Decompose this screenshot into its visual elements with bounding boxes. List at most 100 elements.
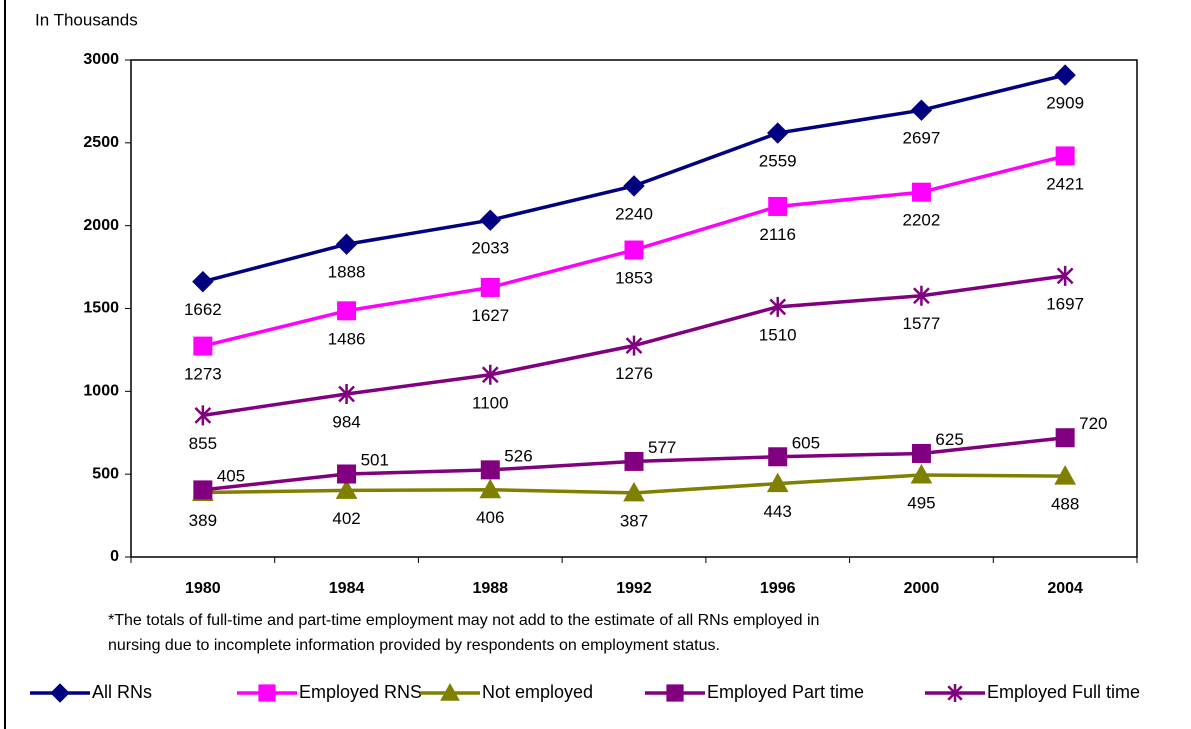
marker <box>440 682 460 701</box>
y-axis-label: In Thousands <box>35 10 138 29</box>
marker <box>338 383 355 404</box>
y-tick-label: 1000 <box>83 383 119 400</box>
legend-label: All RNs <box>92 682 152 702</box>
marker <box>258 684 276 702</box>
marker <box>911 182 931 202</box>
data-label: 1100 <box>472 393 509 412</box>
marker <box>913 285 930 306</box>
marker <box>480 277 500 297</box>
legend-item: Employed Full time <box>925 682 1140 702</box>
data-label: 406 <box>476 508 504 527</box>
x-tick-label: 1996 <box>760 580 796 597</box>
data-label: 2202 <box>903 211 941 230</box>
marker <box>768 447 788 467</box>
data-label: 501 <box>361 450 389 469</box>
data-label: 1662 <box>184 300 222 319</box>
data-label: 2697 <box>903 129 941 148</box>
data-label: 488 <box>1051 495 1079 514</box>
data-label: 389 <box>189 511 217 530</box>
marker <box>193 480 213 500</box>
marker <box>624 451 644 471</box>
marker <box>337 464 357 484</box>
marker <box>1056 265 1074 286</box>
marker <box>910 99 933 121</box>
legend-label: Not employed <box>482 682 593 702</box>
legend-item: All RNs <box>30 682 152 703</box>
data-label: 402 <box>332 509 360 528</box>
data-label: 720 <box>1079 414 1107 433</box>
data-label: 1853 <box>615 269 653 288</box>
marker <box>767 122 789 144</box>
legend-label: Employed Full time <box>987 682 1140 702</box>
legend-item: Not employed <box>420 682 593 702</box>
marker <box>194 405 212 426</box>
data-label: 1888 <box>328 263 366 282</box>
data-label: 387 <box>620 511 648 530</box>
marker <box>624 240 644 260</box>
marker <box>335 233 358 255</box>
y-tick-label: 1500 <box>83 300 119 317</box>
y-tick-label: 0 <box>110 548 119 565</box>
x-tick-label: 2000 <box>904 580 940 597</box>
data-label: 1486 <box>328 329 366 348</box>
marker <box>768 196 788 216</box>
x-tick-label: 1980 <box>185 580 221 597</box>
x-tick-label: 1984 <box>329 580 365 597</box>
data-label: 495 <box>907 493 935 512</box>
data-label: 2116 <box>759 225 796 244</box>
data-label: 1577 <box>903 314 941 333</box>
marker <box>479 209 501 231</box>
footnote: nursing due to incomplete information pr… <box>108 637 720 654</box>
marker <box>911 443 931 463</box>
marker <box>766 472 789 493</box>
marker <box>666 684 684 702</box>
data-label: 2240 <box>615 204 653 223</box>
marker <box>623 175 645 197</box>
marker <box>769 296 787 317</box>
marker <box>1055 146 1075 166</box>
marker <box>910 463 933 484</box>
marker <box>1054 465 1076 485</box>
marker <box>481 364 499 385</box>
series: 855 984 1100 1276 1510 1577 1697 <box>189 265 1084 453</box>
series: 1273 1486 1627 1853 2116 2202 2421 <box>184 146 1084 384</box>
legend-item: Employed RNS <box>237 682 422 702</box>
marker <box>480 460 500 480</box>
data-label: 1273 <box>184 365 222 384</box>
legend-label: Employed RNS <box>299 682 422 702</box>
data-label: 1276 <box>615 364 653 383</box>
data-label: 405 <box>217 466 245 485</box>
x-tick-label: 1992 <box>616 580 652 597</box>
marker <box>335 479 358 499</box>
data-label: 2909 <box>1046 94 1084 113</box>
y-tick-label: 3000 <box>83 51 119 68</box>
data-label: 984 <box>332 412 360 431</box>
marker <box>192 270 214 293</box>
y-tick-label: 2000 <box>83 217 119 234</box>
marker <box>1054 64 1076 86</box>
legend-item: Employed Part time <box>645 682 864 702</box>
data-label: 1697 <box>1046 294 1084 313</box>
data-label: 1510 <box>759 325 797 344</box>
marker <box>50 683 70 703</box>
marker <box>947 684 963 702</box>
data-label: 2421 <box>1046 174 1084 193</box>
data-label: 526 <box>504 446 532 465</box>
y-tick-label: 500 <box>92 465 119 482</box>
data-label: 605 <box>792 433 820 452</box>
y-tick-label: 2500 <box>83 134 119 151</box>
data-label: 1627 <box>471 306 509 325</box>
data-label: 855 <box>189 434 217 453</box>
series: 405 501 526 577 605 625 720 <box>193 414 1108 500</box>
series: 389 402 406 387 443 495 488 <box>189 463 1079 530</box>
data-label: 625 <box>935 430 963 449</box>
legend-label: Employed Part time <box>707 682 864 702</box>
data-label: 2033 <box>471 239 509 258</box>
marker <box>625 335 643 356</box>
series: 1662 1888 2033 2240 2559 2697 2909 <box>184 64 1084 319</box>
marker <box>1055 428 1075 448</box>
x-tick-label: 1988 <box>472 580 508 597</box>
marker <box>623 481 645 502</box>
footnote: *The totals of full-time and part-time e… <box>108 612 819 629</box>
